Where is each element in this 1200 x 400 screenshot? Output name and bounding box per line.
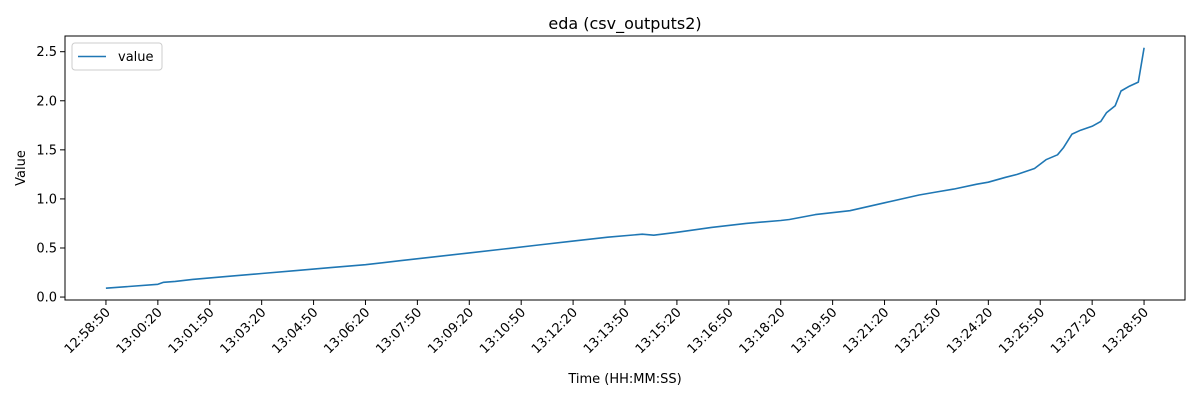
legend: value: [71, 42, 163, 71]
y-tick-label: 2.0: [36, 94, 57, 109]
axes-frame: [64, 35, 1186, 301]
x-tick-label: 13:00:20: [114, 305, 166, 357]
y-tick-label: 1.5: [36, 143, 57, 158]
x-tick-label: 13:19:50: [789, 305, 841, 357]
x-tick-label: 13:16:50: [685, 305, 737, 357]
x-tick-label: 13:25:50: [996, 305, 1048, 357]
x-tick-label: 13:28:50: [1100, 305, 1152, 357]
x-axis: 12:58:50 13:00:20 13:01:50 13:03:20 13:04:50…: [62, 300, 1152, 357]
x-tick-label: 13:18:20: [737, 305, 789, 357]
legend-label: value: [118, 50, 154, 65]
legend-box: [71, 42, 163, 71]
x-tick-label: 13:07:50: [373, 305, 425, 357]
x-tick-label: 13:24:20: [944, 305, 996, 357]
x-tick-label: 13:27:20: [1048, 305, 1100, 357]
x-tick-label: 13:01:50: [166, 305, 218, 357]
plot-area: [105, 47, 1145, 289]
x-tick-label: 13:10:50: [477, 305, 529, 357]
x-tick-label: 13:09:20: [425, 305, 477, 357]
y-tick-label: 1.0: [36, 192, 57, 207]
y-axis: 0.0 0.5 1.0 1.5 2.0 2.5: [36, 45, 65, 306]
x-tick-label: 13:03:20: [218, 305, 270, 357]
x-tick-label: 13:15:20: [633, 305, 685, 357]
series-line-value: [105, 47, 1145, 289]
y-tick-label: 2.5: [36, 45, 57, 60]
chart-title: eda (csv_outputs2): [548, 14, 701, 34]
x-tick-label: 13:06:20: [321, 305, 373, 357]
y-tick-label: 0.5: [36, 241, 57, 256]
x-tick-label: 13:13:50: [581, 305, 633, 357]
x-tick-label: 13:21:20: [840, 305, 892, 357]
x-tick-label: 13:12:20: [529, 305, 581, 357]
x-tick-label: 13:04:50: [270, 305, 322, 357]
y-axis-label: Value: [14, 150, 29, 186]
x-tick-label: 12:58:50: [62, 305, 114, 357]
x-axis-label: Time (HH:MM:SS): [567, 372, 681, 387]
x-tick-label: 13:22:50: [892, 305, 944, 357]
y-tick-label: 0.0: [36, 291, 57, 306]
